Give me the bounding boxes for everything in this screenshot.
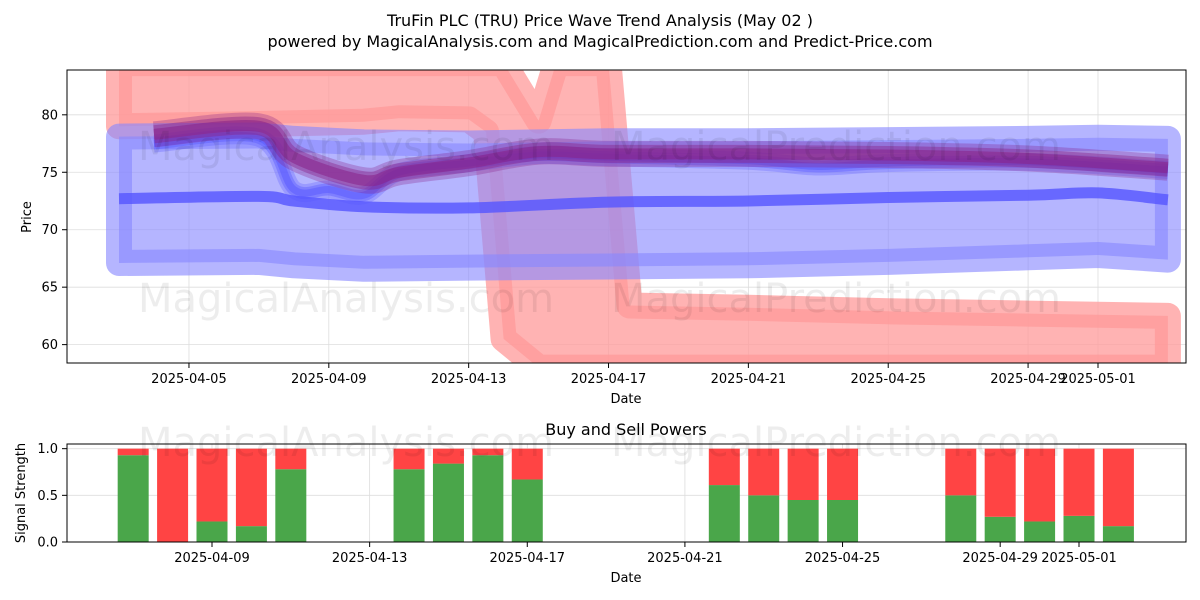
price-y-tick-label: 70: [41, 223, 58, 238]
price-xlabel: Date: [610, 392, 641, 407]
signal-x-tick-label: 2025-04-25: [805, 551, 881, 566]
signal-x-tick-label: 2025-05-01: [1041, 551, 1117, 566]
sell-bar: [157, 448, 189, 542]
price-y-tick-label: 75: [41, 166, 58, 181]
signal-x-tick-label: 2025-04-09: [174, 551, 250, 566]
buy-bar: [275, 469, 307, 542]
signal-x-tick-label: 2025-04-13: [332, 551, 408, 566]
sell-bar: [1024, 448, 1056, 522]
sell-bar: [945, 448, 977, 496]
purple-wave-line: [153, 120, 1169, 187]
sell-bar: [511, 448, 543, 480]
price-watermarks: MagicalAnalysis.com MagicalPrediction.com…: [138, 124, 1061, 322]
price-chart: MagicalAnalysis.com MagicalPrediction.com…: [20, 69, 1187, 407]
price-x-tick-label: 2025-05-01: [1060, 372, 1136, 387]
price-x-tick-label: 2025-04-09: [291, 372, 367, 387]
buy-bar: [393, 469, 425, 542]
signal-y-tick-label: 0.5: [37, 489, 58, 504]
buy-bar: [945, 495, 977, 542]
signal-x-tick-label: 2025-04-17: [489, 551, 565, 566]
watermark-text: MagicalPrediction.com: [611, 276, 1061, 322]
chart-subtitle: powered by MagicalAnalysis.com and Magic…: [267, 32, 932, 51]
sell-bar: [196, 448, 228, 522]
watermark-text: MagicalPrediction.com: [611, 124, 1061, 170]
blue-trend-line: [118, 187, 1169, 214]
buy-bar: [748, 495, 780, 542]
price-ylabel: Price: [20, 201, 35, 233]
sell-bar: [275, 448, 307, 470]
price-axes: 2025-04-05 2025-04-09 2025-04-13 2025-04-17…: [41, 108, 1135, 387]
buy-bar: [117, 455, 149, 542]
sell-bar: [1102, 448, 1134, 527]
sell-bar: [708, 448, 740, 486]
price-x-tick-label: 2025-04-21: [711, 372, 787, 387]
signal-x-tick-label: 2025-04-21: [647, 551, 723, 566]
sell-bar: [984, 448, 1016, 517]
buy-bar: [708, 485, 740, 542]
signal-plot-frame: [66, 443, 1187, 543]
chart-title: TruFin PLC (TRU) Price Wave Trend Analys…: [386, 11, 813, 30]
buy-bar: [196, 521, 228, 542]
sell-bar: [117, 448, 149, 456]
red-price-band: [106, 70, 1181, 363]
buy-bar: [1102, 526, 1134, 542]
signal-chart-title: Buy and Sell Powers: [545, 420, 707, 439]
sell-bar: [235, 448, 267, 527]
sell-bar: [472, 448, 504, 456]
price-x-tick-label: 2025-04-13: [431, 372, 507, 387]
buy-bar: [787, 500, 819, 542]
price-x-tick-label: 2025-04-17: [571, 372, 647, 387]
price-x-tick-label: 2025-04-29: [990, 372, 1066, 387]
price-x-tick-label: 2025-04-05: [151, 372, 227, 387]
price-y-tick-label: 65: [41, 281, 58, 296]
signal-bars: [117, 448, 1134, 542]
sell-bar: [393, 448, 425, 470]
sell-bar: [787, 448, 819, 500]
signal-xlabel: Date: [610, 571, 641, 586]
sell-bar: [748, 448, 780, 496]
buy-bar: [432, 463, 464, 542]
buy-bar: [235, 526, 267, 542]
signal-x-tick-label: 2025-04-29: [962, 551, 1038, 566]
price-plot-frame: [66, 69, 1187, 364]
signal-watermarks: MagicalAnalysis.com MagicalPrediction.com: [138, 420, 1061, 466]
sell-bar: [432, 448, 464, 464]
buy-bar: [1024, 521, 1056, 542]
buy-bar: [1063, 515, 1095, 542]
watermark-text: MagicalAnalysis.com: [138, 124, 554, 170]
sell-bar: [1063, 448, 1095, 516]
watermark-text: MagicalAnalysis.com: [138, 276, 554, 322]
watermark-text: MagicalPrediction.com: [611, 420, 1061, 466]
signal-chart: Buy and Sell Powers MagicalAnalysis.com M…: [14, 420, 1187, 586]
price-x-tick-label: 2025-04-25: [850, 372, 926, 387]
signal-y-tick-label: 1.0: [37, 442, 58, 457]
signal-y-tick-label: 0.0: [37, 536, 58, 551]
price-series: [106, 70, 1181, 363]
price-y-tick-label: 60: [41, 338, 58, 353]
buy-bar: [827, 500, 859, 542]
signal-axes: 2025-04-09 2025-04-13 2025-04-17 2025-04-21…: [37, 442, 1116, 566]
signal-ylabel: Signal Strength: [14, 443, 29, 543]
sell-bar: [827, 448, 859, 500]
buy-bar: [472, 455, 504, 542]
price-y-tick-label: 80: [41, 108, 58, 123]
buy-bar: [511, 479, 543, 542]
buy-bar: [984, 516, 1016, 542]
watermark-text: MagicalAnalysis.com: [138, 420, 554, 466]
